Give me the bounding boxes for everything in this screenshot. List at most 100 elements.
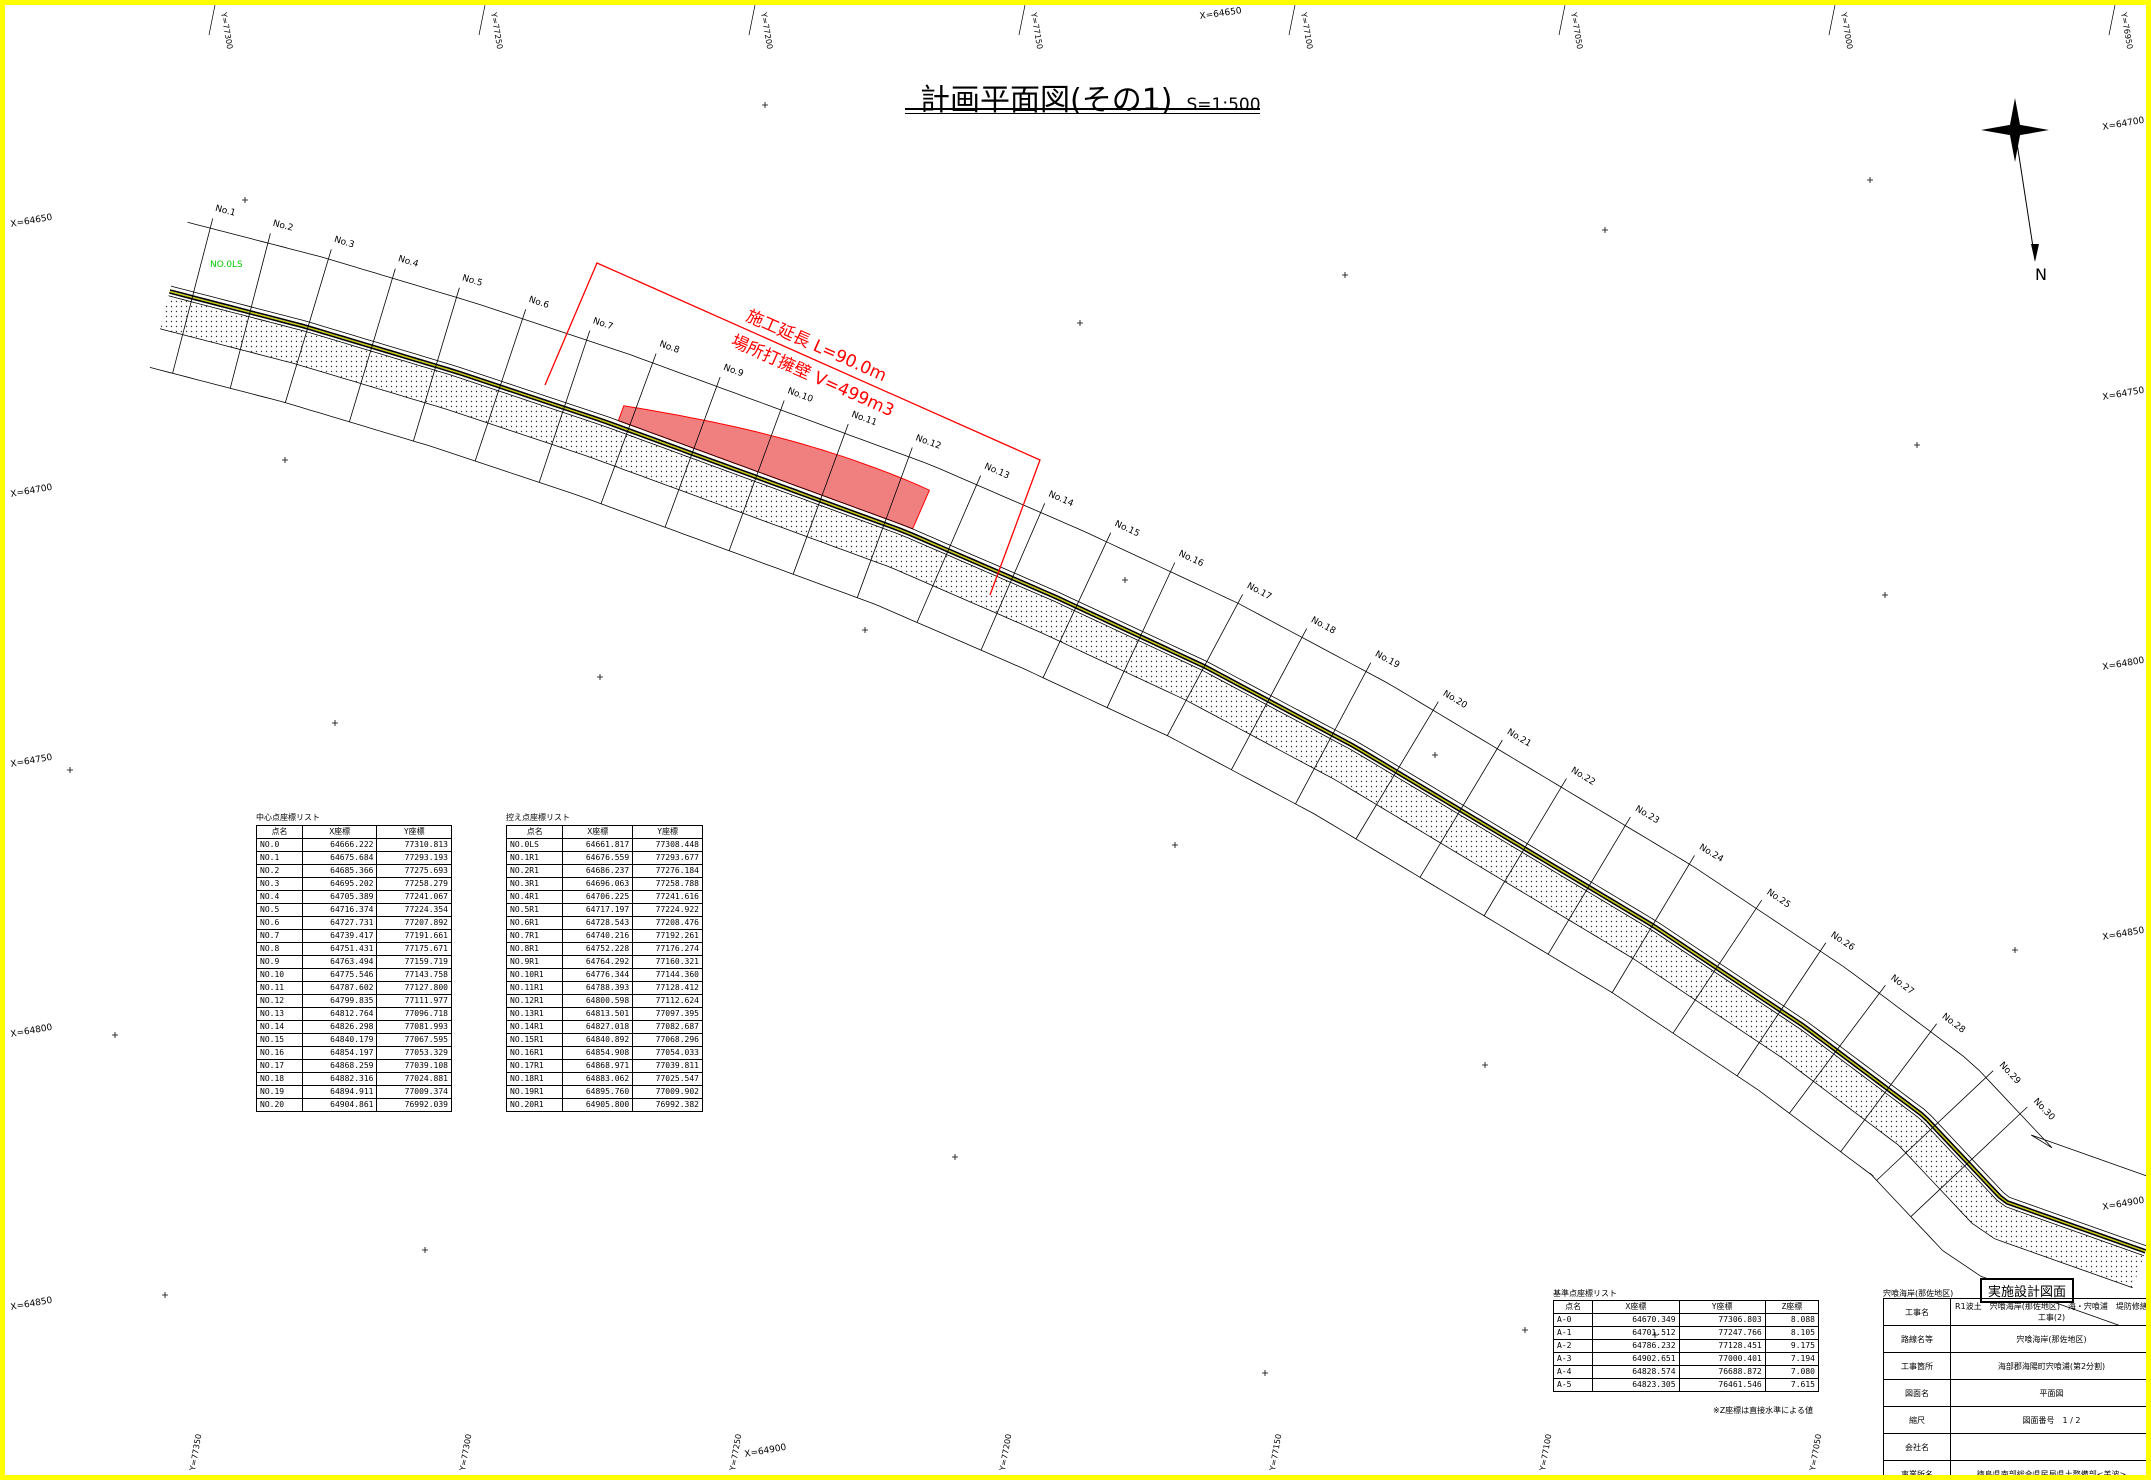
station-cross-line: [916, 475, 981, 623]
grid-cross-marker: [597, 674, 603, 680]
table-cell: 64827.018: [562, 1020, 634, 1034]
table-cell: NO.14: [256, 1020, 303, 1034]
table-cell: 77112.624: [632, 994, 703, 1008]
table-cell: 64776.344: [562, 968, 634, 982]
grid-label-right: X=64850: [2102, 926, 2146, 943]
table-cell: 77128.412: [632, 981, 703, 995]
table-header-cell: Y座標: [376, 825, 452, 839]
table-row: NO.15R1 64840.892 77068.296: [505, 1033, 703, 1047]
table-cell: 77111.977: [376, 994, 452, 1008]
table-row: NO.8 64751.431 77175.671: [256, 942, 452, 956]
table-row: NO.16R1 64854.908 77054.033: [505, 1046, 703, 1060]
table-cell: 76461.546: [1678, 1378, 1766, 1392]
table-row: NO.20 64904.861 76992.039: [256, 1098, 452, 1112]
north-label: N: [2035, 265, 2047, 284]
table-row: NO.10 64775.546 77143.758: [256, 968, 452, 982]
station-cross-line: [1876, 1070, 1994, 1181]
grid-cross-marker: [952, 1154, 958, 1160]
table-cell: 64705.389: [301, 890, 378, 904]
titleblock-key: 工事箇所: [1883, 1352, 1951, 1380]
table-cell: 64739.417: [301, 929, 378, 943]
table-cell: 77224.922: [632, 903, 703, 917]
base-table-caption: 基準点座標リスト: [1553, 1289, 1617, 1298]
table-row: NO.19R1 64895.760 77009.902: [505, 1085, 703, 1099]
table-cell: 7.194: [1764, 1352, 1820, 1366]
station-cross-line: [284, 249, 332, 403]
grid-cross-marker: [1262, 1370, 1268, 1376]
table-row: NO.14R1 64827.018 77082.687: [505, 1020, 703, 1034]
station-label: No.24: [1697, 843, 1725, 865]
table-cell: 64701.512: [1592, 1326, 1680, 1340]
table-cell: NO.7: [256, 929, 303, 943]
table-cell: 64812.764: [301, 1007, 378, 1021]
grid-cross-marker: [1482, 1062, 1488, 1068]
table-cell: 64840.179: [301, 1033, 378, 1047]
table-cell: NO.18: [256, 1072, 303, 1086]
station-cross-line: [538, 330, 591, 483]
table-row: NO.11R1 64788.393 77128.412: [505, 981, 703, 995]
grid-label-right: X=64900: [2102, 1196, 2146, 1213]
titleblock-key: 工事名: [1883, 1298, 1951, 1326]
table-cell: 64788.393: [562, 981, 634, 995]
table-row: NO.2R1 64686.237 77276.184: [505, 864, 703, 878]
table-cell: 64775.546: [301, 968, 378, 982]
table-row: NO.6 64727.731 77207.892: [256, 916, 452, 930]
grid-label-top: X=64650: [1199, 6, 1243, 22]
table-cell: NO.5: [256, 903, 303, 917]
station-label: No.6: [527, 295, 550, 311]
grid-cross-marker: [1602, 227, 1608, 233]
table-cell: NO.2: [256, 864, 303, 878]
station-label: No.7: [591, 316, 614, 332]
station-cross-line: [980, 503, 1046, 651]
table-cell: NO.15R1: [505, 1033, 564, 1047]
table-cell: 64763.494: [301, 955, 378, 969]
table-cell: NO.16R1: [505, 1046, 564, 1060]
titleblock-key: 図面名: [1883, 1379, 1951, 1407]
table-cell: 64883.062: [562, 1072, 634, 1086]
table-cell: 77275.693: [376, 864, 452, 878]
table-row: NO.13 64812.764 77096.718: [256, 1007, 452, 1021]
table-row: NO.12R1 64800.598 77112.624: [505, 994, 703, 1008]
table-header-cell: X座標: [562, 825, 634, 839]
table-cell: 77224.354: [376, 903, 452, 917]
table-cell: 64905.800: [562, 1098, 634, 1112]
station-cross-line: [1295, 662, 1372, 805]
table-cell: 64706.225: [562, 890, 634, 904]
table-cell: NO.12R1: [505, 994, 564, 1008]
start-point-label: NO.0LS: [210, 260, 243, 270]
table-cell: A-4: [1552, 1365, 1594, 1379]
table-row: NO.4 64705.389 77241.067: [256, 890, 452, 904]
station-label: No.20: [1441, 689, 1469, 711]
table-cell: NO.17: [256, 1059, 303, 1073]
station-label: No.16: [1177, 549, 1205, 569]
grid-cross-marker: [1172, 842, 1178, 848]
table-header-row: 点名 X座標 Y座標: [505, 825, 703, 839]
station-label: No.3: [333, 235, 356, 251]
table-cell: A-1: [1552, 1326, 1594, 1340]
table-cell: 64685.366: [301, 864, 378, 878]
table-header-row: 点名 X座標 Y座標: [256, 825, 452, 839]
table-cell: NO.19: [256, 1085, 303, 1099]
table-cell: 77000.401: [1678, 1352, 1766, 1366]
table-cell: 77009.902: [632, 1085, 703, 1099]
table-cell: 77207.892: [376, 916, 452, 930]
base-table-note: ※Z座標は直接水準による値: [1713, 1406, 1813, 1415]
grid-cross-marker: [112, 1032, 118, 1038]
station-label: No.21: [1505, 727, 1533, 749]
table-cell: NO.11: [256, 981, 303, 995]
table-row: NO.19 64894.911 77009.374: [256, 1085, 452, 1099]
station-cross-line: [1547, 816, 1631, 955]
table-cell: 77276.184: [632, 864, 703, 878]
table-row: NO.16 64854.197 77053.329: [256, 1046, 452, 1060]
construction-extent-bracket: [544, 262, 1041, 596]
station-cross-line: [1789, 985, 1886, 1114]
table-cell: NO.14R1: [505, 1020, 564, 1034]
table-cell: 77208.476: [632, 916, 703, 930]
table-row: NO.17R1 64868.971 77039.811: [505, 1059, 703, 1073]
grid-cross-marker: [1867, 177, 1873, 183]
table-header-cell: Z座標: [1764, 1300, 1820, 1314]
grid-label-bottom: X=64900: [744, 1443, 788, 1460]
table-row: A-1 64701.512 77247.766 8.105: [1552, 1326, 1820, 1340]
table-cell: 64868.259: [301, 1059, 378, 1073]
north-arrow-shaft: [2014, 129, 2036, 261]
